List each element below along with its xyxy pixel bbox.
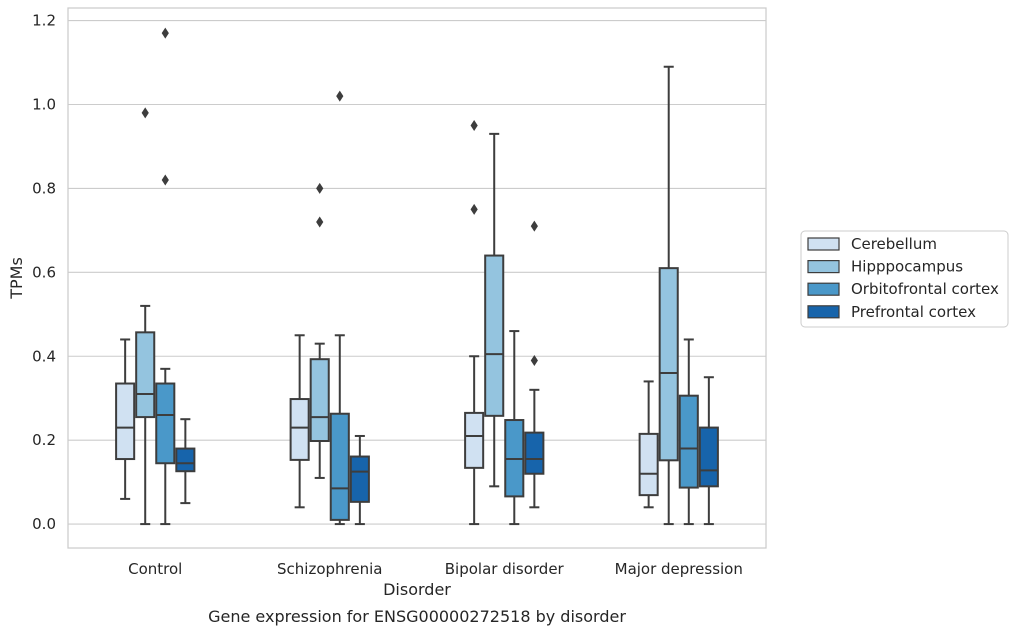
- box-0-3: [175, 418, 196, 505]
- box-2-0: [464, 119, 485, 526]
- box-groups: [115, 27, 719, 526]
- box-iqr: [115, 382, 136, 461]
- outlier-point: [161, 174, 169, 186]
- box-3-1: [658, 65, 679, 526]
- x-tick-label: Bipolar disorder: [445, 560, 565, 578]
- box-3-2: [678, 338, 699, 526]
- box-2-1: [484, 132, 505, 488]
- box-3-0: [638, 380, 659, 509]
- box-iqr: [658, 267, 679, 462]
- box-2-3: [524, 220, 545, 509]
- legend-swatch: [807, 237, 840, 251]
- x-tick-label: Major depression: [615, 560, 743, 578]
- legend-label: Cerebellum: [851, 235, 937, 253]
- box-iqr: [698, 426, 719, 488]
- box-1-1: [309, 182, 330, 479]
- legend-frame: [800, 230, 1009, 328]
- box-iqr: [155, 382, 176, 465]
- box-3-3: [698, 376, 719, 526]
- box-iqr: [329, 412, 350, 521]
- chart-caption: Gene expression for ENSG00000272518 by d…: [208, 607, 626, 626]
- legend-label: Prefrontal cortex: [851, 303, 976, 321]
- box-iqr: [289, 398, 310, 461]
- outlier-point: [470, 203, 478, 215]
- box-1-2: [329, 90, 350, 526]
- outlier-point: [530, 354, 538, 366]
- outlier-point: [530, 220, 538, 232]
- box-iqr: [524, 431, 545, 475]
- outlier-point: [316, 182, 324, 194]
- box-1-0: [289, 334, 310, 509]
- legend-label: Hipppocampus: [851, 258, 963, 276]
- y-tick-label: 0.4: [32, 347, 56, 365]
- box-2-2: [504, 330, 525, 526]
- legend-swatch: [807, 260, 840, 274]
- box-iqr: [175, 447, 196, 473]
- y-tick-label: 0.2: [32, 431, 56, 449]
- y-axis-ticks: 0.0 0.2 0.4 0.6 0.8 1.0 1.2: [32, 12, 56, 533]
- grid-lines: [68, 20, 766, 525]
- box-iqr: [678, 394, 699, 489]
- outlier-point: [336, 90, 344, 102]
- y-tick-label: 1.0: [32, 96, 56, 114]
- box-0-1: [135, 107, 156, 526]
- outlier-point: [141, 107, 149, 119]
- box-iqr: [638, 432, 659, 497]
- box-0-2: [155, 27, 176, 526]
- legend-label: Orbitofrontal cortex: [851, 280, 999, 298]
- box-iqr: [135, 331, 156, 419]
- legend: Cerebellum Hipppocampus Orbitofrontal cort…: [800, 230, 1009, 328]
- y-tick-label: 0.0: [32, 515, 56, 533]
- outlier-point: [161, 27, 169, 39]
- box-iqr: [464, 411, 485, 469]
- x-tick-label: Schizophrenia: [277, 560, 382, 578]
- y-tick-label: 1.2: [32, 12, 56, 30]
- legend-swatch: [807, 305, 840, 319]
- y-tick-label: 0.8: [32, 179, 56, 197]
- x-tick-label: Control: [128, 560, 182, 578]
- box-0-0: [115, 338, 136, 500]
- box-iqr: [309, 358, 330, 443]
- x-axis-ticks: Control Schizophrenia Bipolar disorder Majo…: [128, 560, 743, 578]
- outlier-point: [470, 119, 478, 131]
- plot-frame: [67, 7, 767, 549]
- outlier-point: [316, 216, 324, 228]
- box-iqr: [484, 254, 505, 417]
- y-tick-label: 0.6: [32, 263, 56, 281]
- box-1-3: [349, 434, 370, 526]
- y-axis-label: TPMs: [7, 257, 26, 300]
- box-iqr: [349, 455, 370, 503]
- x-axis-label: Disorder: [383, 580, 451, 599]
- legend-swatch: [807, 282, 840, 296]
